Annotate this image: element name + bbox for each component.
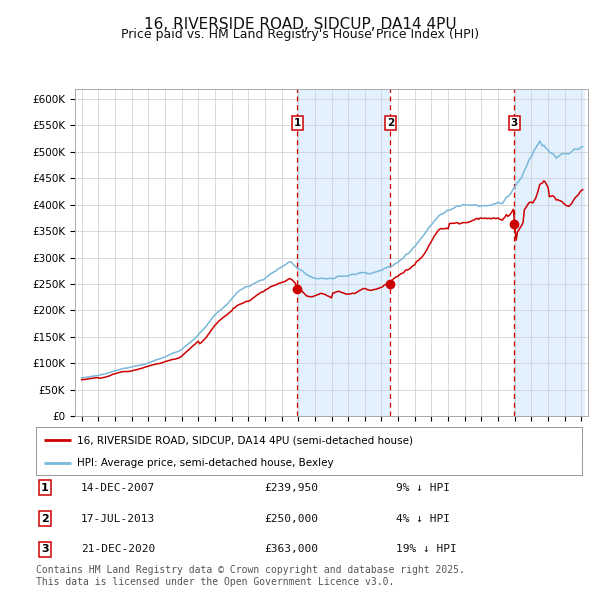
Text: 3: 3 — [41, 545, 49, 554]
Text: 21-DEC-2020: 21-DEC-2020 — [81, 545, 155, 554]
Text: 19% ↓ HPI: 19% ↓ HPI — [396, 545, 457, 554]
Text: HPI: Average price, semi-detached house, Bexley: HPI: Average price, semi-detached house,… — [77, 458, 334, 468]
Text: 9% ↓ HPI: 9% ↓ HPI — [396, 483, 450, 493]
Text: 3: 3 — [511, 118, 518, 128]
Bar — [298, 88, 391, 416]
Text: Price paid vs. HM Land Registry's House Price Index (HPI): Price paid vs. HM Land Registry's House … — [121, 28, 479, 41]
Text: 1: 1 — [294, 118, 301, 128]
Text: 14-DEC-2007: 14-DEC-2007 — [81, 483, 155, 493]
Text: 16, RIVERSIDE ROAD, SIDCUP, DA14 4PU: 16, RIVERSIDE ROAD, SIDCUP, DA14 4PU — [143, 17, 457, 31]
Text: 17-JUL-2013: 17-JUL-2013 — [81, 514, 155, 523]
Text: £239,950: £239,950 — [264, 483, 318, 493]
Text: £363,000: £363,000 — [264, 545, 318, 554]
Text: 1: 1 — [41, 483, 49, 493]
Bar — [514, 88, 584, 416]
Text: 2: 2 — [41, 514, 49, 523]
Text: 2: 2 — [387, 118, 394, 128]
Text: 4% ↓ HPI: 4% ↓ HPI — [396, 514, 450, 523]
Text: 16, RIVERSIDE ROAD, SIDCUP, DA14 4PU (semi-detached house): 16, RIVERSIDE ROAD, SIDCUP, DA14 4PU (se… — [77, 435, 413, 445]
Text: Contains HM Land Registry data © Crown copyright and database right 2025.
This d: Contains HM Land Registry data © Crown c… — [36, 565, 465, 587]
Text: £250,000: £250,000 — [264, 514, 318, 523]
